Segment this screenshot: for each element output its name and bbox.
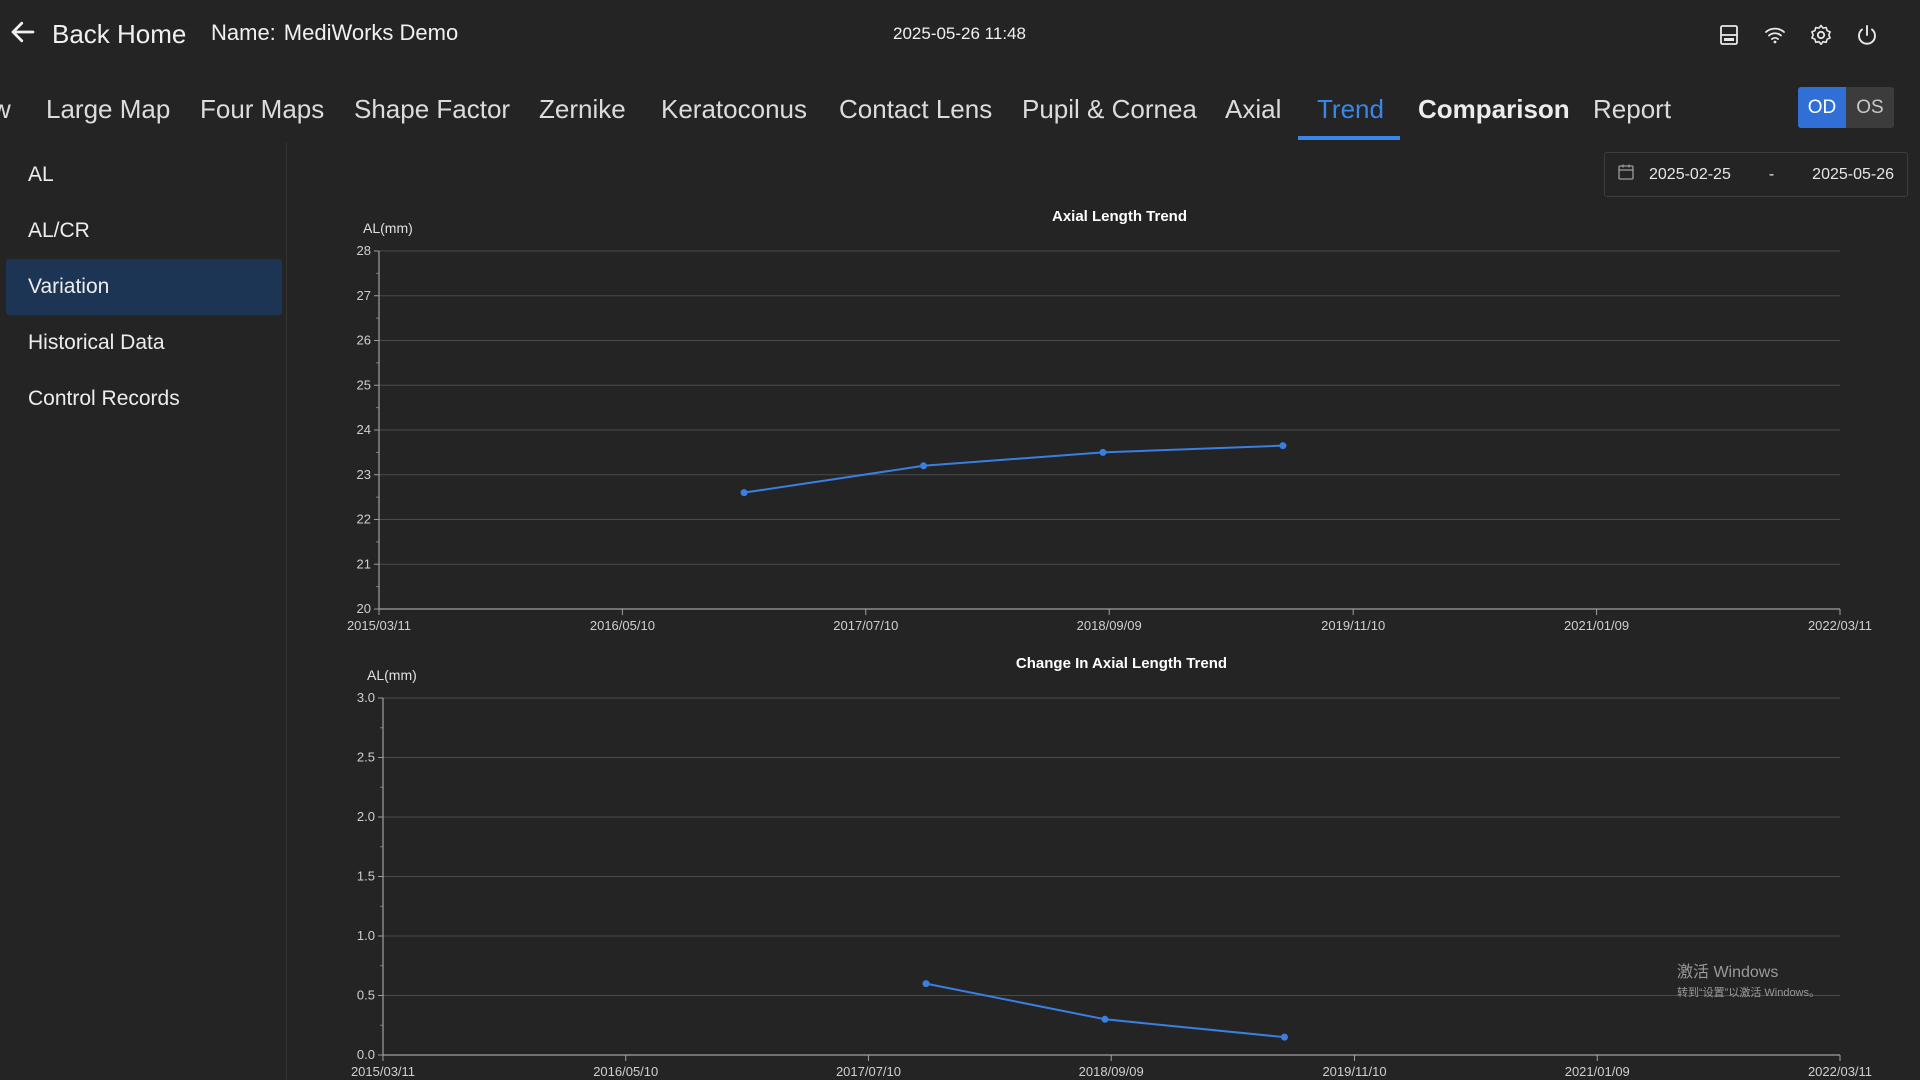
axial-length-change-svg: Change In Axial Length Trend AL(mm) 0.0 0.5…: [351, 655, 1872, 1079]
series-line: [743, 444, 1283, 494]
calendar-icon: [1605, 163, 1635, 186]
y-tick-label: 28: [357, 243, 371, 258]
x-tick-label: 2015/03/11: [347, 618, 411, 633]
data-point: [920, 462, 928, 470]
axial-length-trend-svg: Axial Length Trend AL(mm) 20 21 22 23 24 25 26 27…: [347, 208, 1872, 633]
x-tick-label: 2015/03/11: [351, 1064, 415, 1079]
x-tick-label: 2016/05/10: [593, 1064, 658, 1079]
x-tick-label: 2019/11/10: [1321, 618, 1385, 633]
data-point: [1099, 448, 1107, 456]
x-tick-label: 2018/09/09: [1077, 618, 1142, 633]
power-icon[interactable]: [1854, 22, 1880, 48]
tab-contact-lens[interactable]: Contact Lens: [839, 94, 993, 124]
tab-comparison[interactable]: Comparison: [1418, 94, 1570, 124]
y-axis-label: AL(mm): [367, 667, 417, 683]
sidebar-item-variation[interactable]: Variation: [6, 259, 282, 315]
eye-toggle: OD OS: [1798, 87, 1894, 128]
watermark-line-2: 转到“设置”以激活 Windows。: [1677, 987, 1821, 999]
gear-icon[interactable]: [1808, 22, 1834, 48]
tab-pupil-cornea[interactable]: Pupil & Cornea: [1022, 94, 1197, 124]
name-value: MediWorks Demo: [283, 20, 459, 45]
data-point: [1280, 1033, 1288, 1041]
y-tick-label: 2.5: [357, 750, 375, 765]
y-tick-label: 0.0: [357, 1047, 375, 1062]
tab-four-maps[interactable]: Four Maps: [200, 94, 325, 124]
data-point: [1101, 1015, 1109, 1023]
x-tick-label: 2022/03/11: [1808, 1064, 1872, 1079]
sidebar: AL AL/CR Variation Historical Data Contr…: [0, 142, 287, 1080]
active-tab-indicator: [1298, 136, 1400, 140]
back-home-button[interactable]: Back Home: [8, 14, 186, 54]
y-tick-label: 27: [357, 288, 371, 303]
y-tick-label: 2.0: [357, 809, 375, 824]
data-point: [740, 489, 748, 497]
watermark-line-1: 激活 Windows: [1677, 964, 1779, 981]
y-tick-label: 22: [357, 512, 371, 527]
y-tick-label: 3.0: [357, 690, 375, 705]
name-label: Name:: [211, 20, 276, 45]
tab-zernike[interactable]: Zernike: [539, 94, 626, 124]
sidebar-item-al[interactable]: AL: [28, 163, 54, 186]
y-tick-label: 20: [357, 601, 371, 616]
sidebar-item-control-records[interactable]: Control Records: [28, 387, 180, 410]
series-line: [925, 982, 1285, 1039]
y-tick-label: 25: [357, 377, 371, 392]
x-tick-label: 2017/07/10: [836, 1064, 901, 1079]
windows-activation-watermark: 激活 Windows 转到“设置”以激活 Windows。: [1677, 958, 1820, 1000]
x-tick-label: 2016/05/10: [590, 618, 655, 633]
y-tick-label: 24: [357, 422, 371, 437]
chart-title: Change In Axial Length Trend: [1016, 655, 1227, 672]
axial-length-change-chart: Change In Axial Length Trend AL(mm) 0.0 0.5…: [330, 648, 1910, 1080]
axial-length-trend-chart: Axial Length Trend AL(mm) 20 21 22 23 24 25 26 27…: [330, 200, 1910, 640]
x-tick-label: 2018/09/09: [1079, 1064, 1144, 1079]
tab-overview[interactable]: w: [0, 94, 11, 124]
data-point: [1279, 442, 1287, 450]
date-range-picker[interactable]: 2025-02-25 - 2025-05-26: [1604, 152, 1908, 197]
wifi-icon[interactable]: [1762, 22, 1788, 48]
y-tick-label: 0.5: [357, 988, 375, 1003]
y-tick-label: 1.0: [357, 928, 375, 943]
y-tick-label: 23: [357, 467, 371, 482]
x-tick-label: 2017/07/10: [833, 618, 898, 633]
date-separator: -: [1768, 165, 1775, 183]
end-date-input[interactable]: 2025-05-26: [1812, 165, 1895, 183]
x-tick-label: 2021/01/09: [1565, 1064, 1630, 1079]
y-axis-label: AL(mm): [363, 220, 413, 236]
x-tick-label: 2022/03/11: [1808, 618, 1872, 633]
tab-trend[interactable]: Trend: [1317, 94, 1384, 124]
tab-large-map[interactable]: Large Map: [46, 94, 171, 124]
x-tick-label: 2021/01/09: [1564, 618, 1629, 633]
system-icons: [1716, 22, 1880, 48]
y-tick-label: 21: [357, 556, 371, 571]
current-datetime: 2025-05-26 11:48: [893, 24, 1026, 43]
tab-shape-factor[interactable]: Shape Factor: [354, 94, 511, 124]
sidebar-item-al-cr[interactable]: AL/CR: [28, 219, 90, 242]
tab-report[interactable]: Report: [1593, 94, 1672, 124]
tab-keratoconus[interactable]: Keratoconus: [661, 94, 807, 124]
patient-name: Name: MediWorks Demo: [211, 20, 458, 46]
x-tick-label: 2019/11/10: [1322, 1064, 1386, 1079]
back-home-label: Back Home: [52, 18, 187, 49]
tab-axial[interactable]: Axial: [1225, 94, 1282, 124]
save-icon[interactable]: [1716, 22, 1742, 48]
arrow-left-icon: [8, 17, 38, 52]
y-tick-label: 1.5: [357, 869, 375, 884]
od-button[interactable]: OD: [1798, 87, 1846, 128]
start-date-input[interactable]: 2025-02-25: [1649, 165, 1731, 183]
data-point: [922, 980, 930, 988]
top-bar: Back Home Name: MediWorks Demo 2025-05-26…: [0, 0, 1920, 70]
sidebar-item-historical-data[interactable]: Historical Data: [28, 331, 165, 354]
os-button[interactable]: OS: [1846, 87, 1894, 128]
y-tick-label: 26: [357, 333, 371, 348]
chart-title: Axial Length Trend: [1052, 208, 1187, 225]
tab-bar: w Large Map Four Maps Shape Factor Zerni…: [0, 86, 1720, 142]
